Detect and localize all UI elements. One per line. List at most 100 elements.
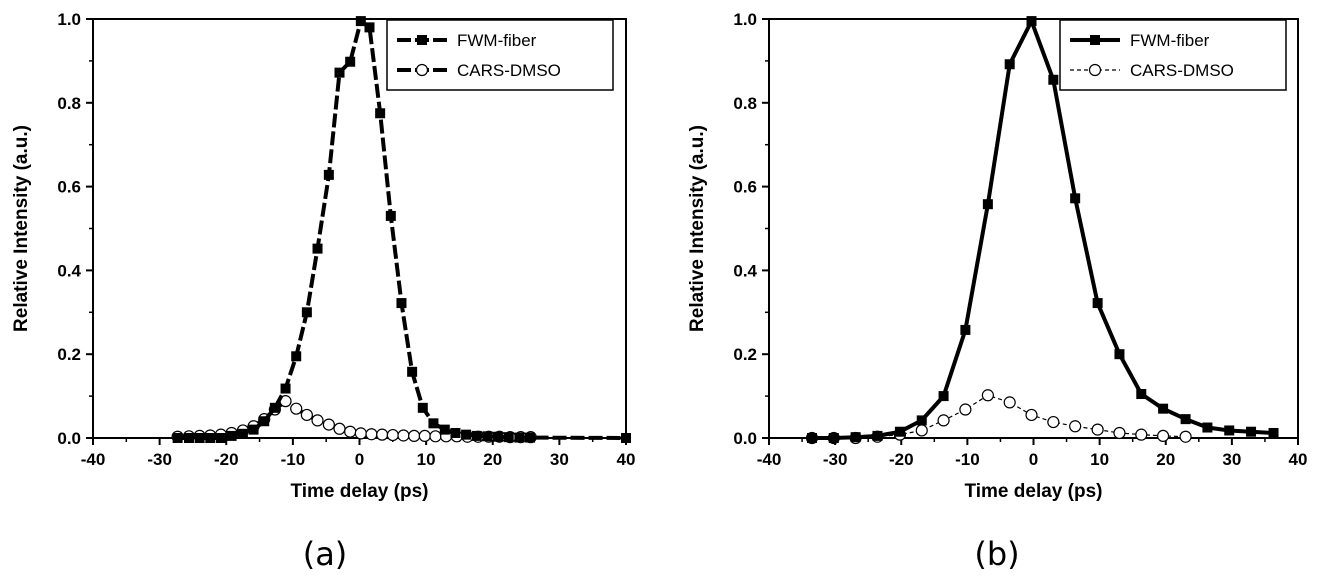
data-point bbox=[1091, 423, 1104, 436]
data-point bbox=[248, 424, 259, 435]
data-point bbox=[301, 307, 312, 318]
data-point bbox=[375, 108, 386, 119]
data-point bbox=[461, 429, 472, 440]
data-point bbox=[916, 415, 927, 426]
chart-panel-b: -40 -30 -20 -10 0 10 20 30 40 0.0 0.2 0.4 0.6 0.8 1.0 T… bbox=[687, 10, 1307, 573]
legend-marker bbox=[417, 35, 427, 45]
data-point bbox=[428, 418, 439, 429]
x-tick-label: -10 bbox=[955, 450, 980, 469]
data-point bbox=[355, 16, 366, 27]
data-point bbox=[938, 391, 949, 402]
data-point bbox=[300, 408, 313, 422]
data-point bbox=[503, 432, 514, 443]
data-point bbox=[354, 427, 367, 440]
data-point bbox=[408, 429, 421, 443]
data-point bbox=[333, 422, 346, 435]
data-point bbox=[280, 383, 291, 394]
legend-box bbox=[1059, 19, 1287, 91]
legend: FWM-fiber CARS-DMSO bbox=[1059, 19, 1287, 91]
data-point bbox=[364, 22, 375, 33]
data-point bbox=[850, 432, 861, 443]
y-tick-label: 1.0 bbox=[57, 10, 81, 29]
data-point bbox=[493, 431, 504, 442]
data-point bbox=[525, 432, 536, 443]
legend-label: CARS-DMSO bbox=[1130, 61, 1234, 80]
data-point bbox=[960, 324, 971, 335]
y-tick-label: 1.0 bbox=[733, 10, 757, 29]
data-point bbox=[1070, 193, 1081, 204]
data-point bbox=[1202, 422, 1213, 433]
data-point bbox=[1179, 430, 1192, 443]
data-point bbox=[471, 430, 482, 441]
data-point bbox=[323, 169, 334, 180]
data-point bbox=[982, 199, 993, 210]
data-point bbox=[1069, 420, 1082, 433]
data-point bbox=[396, 298, 407, 309]
data-point bbox=[172, 433, 183, 443]
data-point bbox=[183, 433, 194, 443]
series-line bbox=[812, 394, 1186, 439]
data-point bbox=[1047, 415, 1060, 429]
y-tick-label: 0.2 bbox=[733, 345, 757, 364]
data-point bbox=[226, 430, 237, 441]
y-tick-label: 0.4 bbox=[733, 261, 757, 280]
y-tick-label: 0.8 bbox=[57, 94, 81, 113]
data-point bbox=[407, 366, 418, 377]
data-point bbox=[312, 243, 323, 254]
y-tick-label: 0.6 bbox=[733, 178, 757, 197]
data-point bbox=[397, 429, 410, 442]
data-point bbox=[1180, 414, 1191, 425]
data-point bbox=[269, 402, 280, 413]
data-point bbox=[1114, 349, 1125, 360]
data-point bbox=[1157, 429, 1170, 443]
data-point bbox=[1135, 428, 1148, 441]
data-point bbox=[482, 431, 493, 442]
x-tick-label: -30 bbox=[823, 450, 848, 469]
data-point bbox=[450, 427, 461, 438]
data-point bbox=[937, 414, 950, 427]
data-point bbox=[194, 433, 205, 443]
x-tick-label: -40 bbox=[757, 450, 782, 469]
data-point bbox=[959, 403, 972, 416]
data-point bbox=[237, 428, 248, 439]
data-point bbox=[514, 432, 525, 443]
data-point bbox=[376, 428, 389, 441]
data-point bbox=[259, 416, 270, 427]
y-tick-label: 0.6 bbox=[57, 178, 81, 197]
legend-marker bbox=[1090, 35, 1100, 45]
x-axis-label: Time delay (ps) bbox=[291, 481, 429, 502]
y-tick-label: 0.8 bbox=[733, 94, 757, 113]
data-point bbox=[439, 424, 450, 435]
data-point bbox=[418, 429, 431, 443]
data-point bbox=[215, 433, 226, 443]
data-point bbox=[1026, 16, 1037, 27]
y-tick-label: 0.2 bbox=[57, 345, 81, 364]
data-point bbox=[1136, 389, 1147, 400]
panel-label: (a) bbox=[303, 535, 348, 573]
y-axis-label: Relative Intensity (a.u.) bbox=[687, 125, 708, 332]
x-tick-label: 0 bbox=[355, 450, 364, 469]
data-point bbox=[417, 402, 428, 413]
data-point bbox=[322, 418, 335, 431]
data-point bbox=[1048, 74, 1059, 85]
chart-panel-a: -40 -30 -20 -10 0 10 20 30 40 0.0 0.2 0.4 0.6 0.8 1.0 T… bbox=[11, 10, 636, 573]
x-tick-label: 20 bbox=[1156, 450, 1175, 469]
x-tick-label: 40 bbox=[617, 450, 636, 469]
data-point bbox=[344, 425, 357, 438]
data-point bbox=[386, 428, 399, 442]
x-tick-label: -20 bbox=[214, 450, 239, 469]
data-point bbox=[205, 433, 216, 443]
data-point bbox=[1113, 426, 1126, 440]
x-tick-label: -30 bbox=[147, 450, 172, 469]
series-line bbox=[812, 19, 1274, 440]
data-point bbox=[429, 430, 442, 443]
legend: FWM-fiber CARS-DMSO bbox=[386, 19, 614, 91]
data-point bbox=[894, 426, 905, 437]
data-point bbox=[345, 56, 356, 67]
data-point bbox=[1246, 426, 1257, 437]
data-point bbox=[291, 351, 302, 362]
data-point bbox=[915, 424, 928, 437]
data-point bbox=[1158, 403, 1169, 414]
x-tick-label: 0 bbox=[1029, 450, 1038, 469]
legend-label: FWM-fiber bbox=[457, 31, 537, 50]
